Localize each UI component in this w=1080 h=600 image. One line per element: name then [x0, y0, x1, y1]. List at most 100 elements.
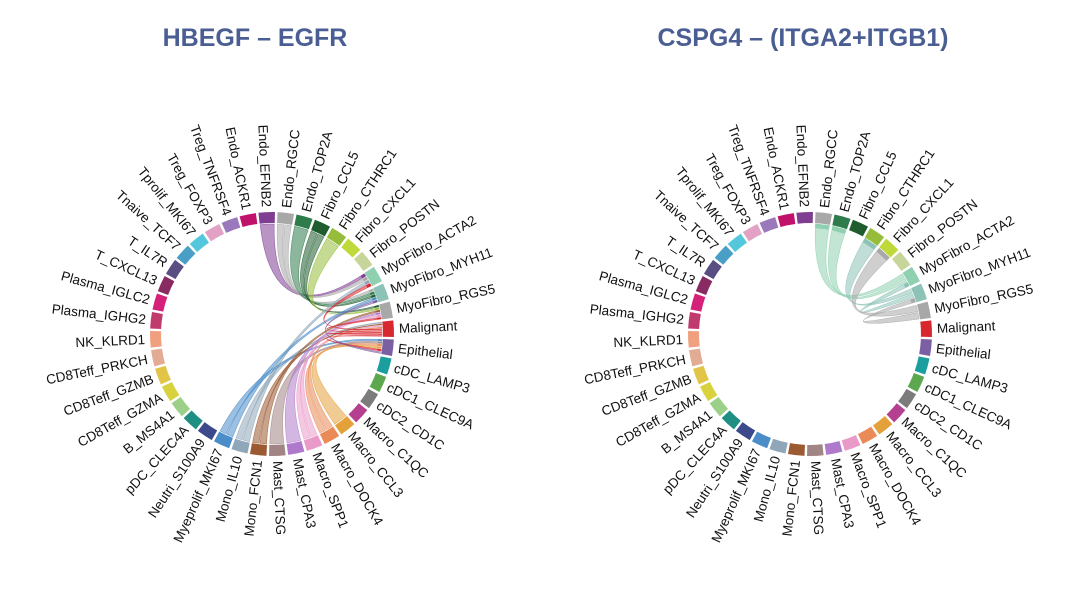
sector-arc: [376, 356, 392, 375]
chord-link-end: [377, 346, 382, 349]
sector-arc: [727, 233, 747, 253]
sector-arc: [796, 212, 813, 224]
sector-arc: [269, 444, 286, 456]
sector-label: Endo_RGCC: [279, 128, 303, 208]
chord-link-end: [376, 317, 382, 320]
sector-label: Malignant: [399, 318, 458, 336]
sector-arc: [150, 331, 162, 348]
chord-link: [307, 238, 380, 315]
chord-link-end: [815, 223, 830, 230]
sector-label: Endo_RGCC: [817, 128, 841, 208]
chord-link-end: [371, 297, 377, 301]
sector-arc: [759, 217, 779, 233]
chord-link-end: [362, 276, 368, 282]
chord-link: [326, 335, 383, 352]
chord-link-end: [370, 294, 376, 298]
chord-link: [326, 317, 383, 332]
sector-arc: [879, 238, 899, 258]
chord-link-end: [903, 282, 910, 288]
chord-link: [296, 325, 383, 440]
sector-arc: [864, 227, 885, 246]
sector-arc: [360, 388, 379, 409]
sector-arc: [353, 251, 373, 271]
chord-link-end: [876, 247, 890, 261]
sector-label: NK_KLRD1: [613, 332, 683, 350]
sector-arc: [239, 213, 258, 227]
sector-arc: [824, 441, 843, 455]
sector-arc: [857, 426, 878, 445]
sector-label: Mono_FCN1: [242, 459, 266, 537]
sector-label: Plasma_IGHG2: [589, 301, 685, 327]
chord-link-end: [862, 238, 877, 250]
sector-arc: [721, 410, 741, 430]
chord-link-end: [377, 333, 383, 335]
sector-arc: [886, 403, 906, 423]
chord-link-end: [366, 283, 372, 288]
sector-arc: [742, 223, 763, 242]
sector-arc: [787, 443, 805, 456]
sector-arc: [891, 251, 911, 271]
sector-arc: [382, 320, 394, 337]
sector-arc: [369, 373, 387, 393]
sector-arc: [326, 227, 347, 246]
sector-label: Endo_EFNB2: [793, 124, 812, 207]
panel-cspg4-itga2-itgb1: CSPG4 – (ITGA2+ITGB1) Malignant Epithelia…: [525, 0, 1065, 600]
sector-label: Malignant: [937, 318, 996, 336]
sector-arc: [381, 339, 394, 357]
chord-link-end: [831, 225, 847, 234]
sector-arc: [213, 431, 233, 449]
chord-link-end: [377, 323, 383, 325]
chord-link: [851, 247, 919, 317]
sector-arc: [155, 365, 171, 385]
sector-arc: [841, 435, 861, 451]
chord-link-end: [910, 298, 916, 304]
panel-hbegf-egfr: HBEGF – EGFR Malignant Epithelial cDC_LAMP…: [45, 24, 497, 545]
sector-arc: [183, 410, 203, 430]
chord-link-end: [375, 309, 381, 313]
sector-arc: [165, 259, 184, 280]
sector-arc: [695, 275, 713, 295]
sector-arc: [690, 293, 706, 312]
chord-link-end: [377, 344, 383, 347]
chord-link-end: [372, 300, 378, 304]
sector-arc: [161, 381, 180, 402]
chord-link: [863, 297, 920, 324]
sector-arc: [735, 422, 756, 441]
chord-link: [219, 338, 383, 435]
sector-arc: [197, 422, 218, 441]
sector-arc: [335, 415, 355, 435]
sector-arc: [902, 266, 921, 287]
chord-diagram: MalignantEpithelialcDC_LAMP3cDC1_CLEC9Ac…: [45, 123, 497, 545]
sector-arc: [157, 275, 175, 295]
chord-link-end: [375, 312, 381, 315]
sector-arc: [258, 212, 275, 224]
sector-arc: [699, 381, 718, 402]
chord-link-end: [374, 305, 380, 308]
sector-arc: [379, 301, 393, 320]
chord-link-end: [376, 348, 382, 352]
sector-arc: [907, 373, 925, 393]
sector-arc: [911, 283, 927, 303]
sector-arc: [152, 293, 168, 312]
sector-arc: [341, 238, 361, 258]
sector-arc: [204, 223, 225, 242]
chord-link: [311, 345, 382, 425]
sector-label: Endo_EFNB2: [255, 124, 274, 207]
sector-arc: [249, 443, 267, 456]
sector-arc: [688, 331, 700, 348]
chord-link: [327, 331, 383, 335]
sector-arc: [348, 403, 368, 423]
sector-arc: [898, 388, 917, 409]
sector-arc: [171, 397, 191, 417]
sector-arc: [176, 245, 196, 265]
sector-arc: [150, 311, 163, 329]
chord-link-end: [377, 339, 383, 342]
sector-arc: [709, 397, 729, 417]
sector-arc: [303, 435, 323, 451]
sector-arc: [277, 212, 295, 225]
sector-arc: [689, 348, 703, 367]
sector-arc: [286, 441, 305, 455]
sector-arc: [751, 431, 771, 449]
sector-label: Mono_FCN1: [780, 459, 804, 537]
chord-link-end: [368, 288, 374, 293]
